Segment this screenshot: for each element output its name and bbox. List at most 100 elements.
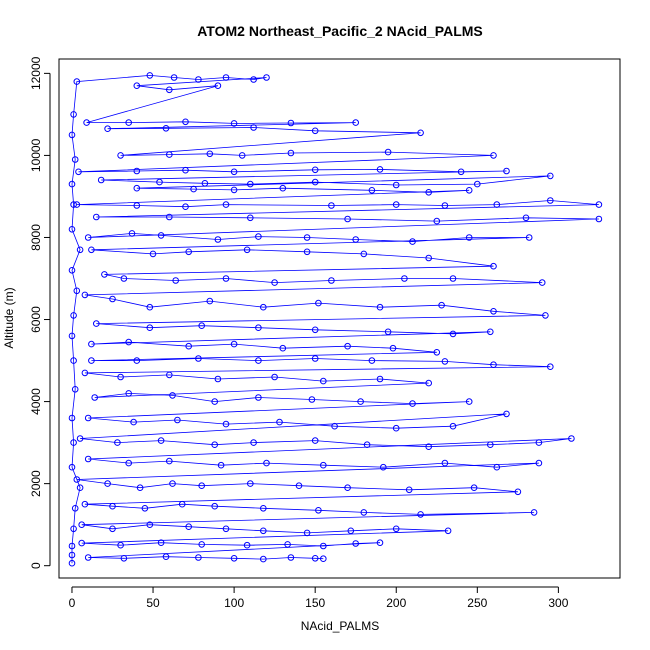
- data-point: [88, 357, 95, 364]
- data-point: [70, 201, 77, 208]
- data-point: [109, 295, 116, 303]
- data-point: [263, 74, 270, 81]
- data-point: [133, 202, 141, 209]
- data-point: [78, 539, 85, 547]
- data-point: [222, 420, 230, 428]
- data-point: [162, 125, 170, 132]
- data-point: [320, 542, 327, 550]
- data-point: [70, 111, 77, 118]
- data-point: [133, 357, 141, 364]
- data-point: [320, 377, 327, 385]
- data-point: [195, 76, 202, 83]
- data-point: [303, 529, 311, 537]
- data-point: [287, 119, 295, 127]
- data-point: [522, 214, 530, 222]
- data-point: [547, 197, 554, 204]
- data-point: [84, 554, 92, 561]
- data-point: [211, 398, 218, 405]
- data-point: [198, 482, 205, 490]
- data-point: [128, 230, 136, 237]
- data-point: [311, 437, 319, 444]
- data-point: [125, 390, 132, 397]
- data-point: [347, 527, 355, 535]
- data-point: [444, 527, 452, 535]
- data-point: [247, 480, 254, 487]
- data-point: [93, 320, 100, 327]
- y-tick-label: 0: [29, 562, 43, 569]
- data-point: [214, 236, 222, 243]
- data-point: [68, 463, 76, 471]
- y-tick-label: 6000: [29, 306, 43, 333]
- y-axis: 0 2000 4000 6000 8000 10000 12000: [29, 56, 51, 569]
- data-point: [70, 525, 77, 533]
- data-point: [376, 375, 384, 383]
- data-point: [315, 299, 322, 307]
- data-point: [465, 234, 473, 241]
- data-point: [68, 332, 76, 340]
- data-point: [70, 357, 77, 364]
- data-point: [344, 215, 351, 223]
- data-point: [311, 326, 319, 334]
- data-point: [392, 201, 400, 208]
- data-point: [174, 416, 181, 424]
- data-point: [368, 357, 376, 364]
- data-point: [287, 149, 295, 157]
- data-point: [287, 554, 295, 561]
- data-point: [417, 129, 424, 137]
- data-point: [182, 203, 189, 210]
- data-point: [441, 459, 449, 467]
- data-point: [247, 214, 254, 222]
- data-point: [73, 476, 81, 483]
- data-point: [73, 78, 81, 85]
- data-point: [81, 369, 89, 377]
- data-point: [260, 555, 267, 563]
- data-point: [156, 178, 163, 186]
- x-tick-label: 150: [305, 596, 325, 610]
- data-point: [449, 275, 457, 282]
- x-tick-label: 50: [146, 596, 160, 610]
- data-point: [73, 201, 81, 208]
- data-point: [170, 74, 178, 81]
- data-point: [162, 553, 170, 561]
- y-tick-label: 8000: [29, 224, 43, 251]
- data-point: [117, 373, 124, 381]
- data-point: [133, 167, 141, 175]
- data-point: [328, 202, 335, 209]
- data-point: [568, 435, 575, 442]
- data-point: [260, 505, 267, 512]
- data-point: [490, 152, 497, 159]
- data-point: [166, 457, 173, 465]
- data-point: [190, 185, 197, 193]
- data-point: [405, 486, 413, 494]
- data-point: [344, 484, 351, 492]
- data-point: [352, 119, 360, 126]
- data-point: [206, 297, 214, 305]
- data-point: [178, 500, 186, 508]
- data-point: [88, 246, 95, 254]
- data-point: [514, 488, 522, 496]
- y-tick-label: 2000: [29, 470, 43, 497]
- data-point: [222, 525, 230, 533]
- data-point: [308, 396, 316, 403]
- data-point: [211, 441, 218, 449]
- data-point: [360, 509, 368, 516]
- y-tick-label: 10000: [29, 138, 43, 172]
- data-point: [195, 554, 202, 561]
- data-point: [311, 355, 319, 362]
- data-point: [284, 541, 291, 548]
- data-point: [81, 291, 89, 299]
- data-point: [595, 215, 603, 223]
- data-point: [75, 168, 82, 176]
- data-point: [530, 509, 538, 516]
- data-point: [441, 202, 449, 209]
- data-point: [70, 312, 77, 319]
- data-point: [88, 340, 95, 348]
- data-point: [146, 72, 154, 79]
- data-point: [279, 184, 287, 192]
- data-point: [68, 226, 76, 233]
- data-point: [535, 439, 543, 446]
- data-point: [352, 236, 360, 243]
- data-point: [68, 180, 76, 188]
- data-point: [425, 443, 433, 451]
